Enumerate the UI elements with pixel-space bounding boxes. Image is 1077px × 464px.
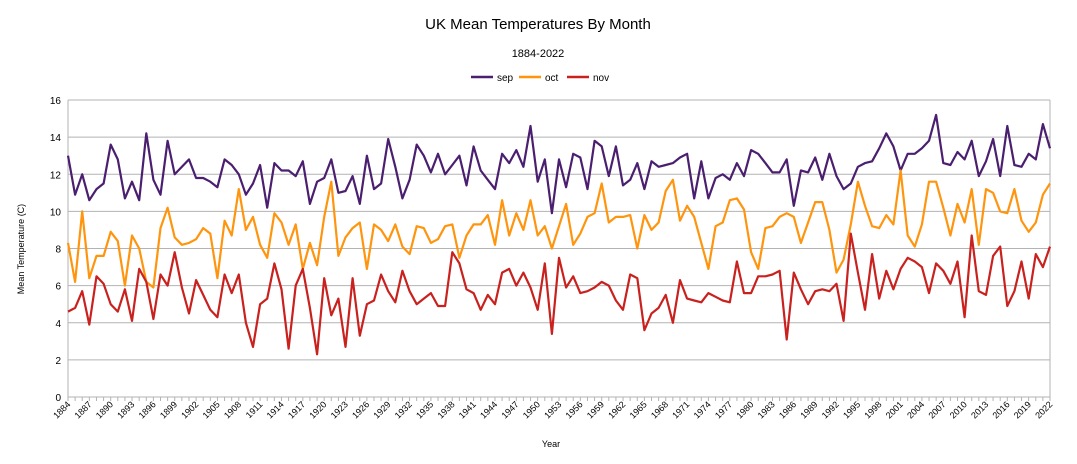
x-tick-label: 2010 — [948, 399, 969, 420]
x-tick-label: 2022 — [1033, 399, 1054, 420]
x-tick-label: 1917 — [286, 399, 307, 420]
x-tick-label: 2007 — [926, 399, 947, 420]
x-tick-label: 1899 — [158, 399, 179, 420]
x-tick-label: 1938 — [435, 399, 456, 420]
x-tick-label: 1995 — [841, 399, 862, 420]
x-tick-label: 1935 — [414, 399, 435, 420]
x-tick-label: 1989 — [798, 399, 819, 420]
gridlines — [68, 99, 1050, 398]
x-tick-label: 1962 — [606, 399, 627, 420]
x-tick-label: 1908 — [222, 399, 243, 420]
x-tick-label: 1920 — [307, 399, 328, 420]
x-tick-label: 2019 — [1012, 399, 1033, 420]
x-tick-label: 1941 — [457, 399, 478, 420]
y-tick-label: 0 — [55, 393, 61, 404]
x-tick-label: 1890 — [94, 399, 115, 420]
x-tick-label: 1956 — [564, 399, 585, 420]
legend-label-oct: oct — [545, 73, 559, 84]
x-tick-label: 2004 — [905, 399, 926, 420]
x-tick-label: 2001 — [884, 399, 905, 420]
y-tick-label: 16 — [50, 96, 62, 107]
x-tick-label: 1905 — [201, 399, 222, 420]
x-tick-label: 1992 — [820, 399, 841, 420]
series-lines — [66, 113, 1052, 356]
x-tick-label: 1968 — [649, 399, 670, 420]
legend-label-sep: sep — [497, 73, 514, 84]
y-tick-label: 10 — [50, 207, 62, 218]
x-tick-label: 1953 — [542, 399, 563, 420]
chart-title: UK Mean Temperatures By Month — [425, 16, 651, 33]
x-axis-title: Year — [542, 439, 560, 449]
x-tick-label: 1998 — [862, 399, 883, 420]
x-tick-label: 1980 — [734, 399, 755, 420]
x-tick-label: 1986 — [777, 399, 798, 420]
x-tick-label: 1959 — [585, 399, 606, 420]
chart-subtitle: 1884-2022 — [512, 48, 565, 60]
x-tick-label: 1977 — [713, 399, 734, 420]
y-tick-label: 8 — [55, 245, 61, 256]
series-line-nov — [67, 232, 1052, 356]
x-tick-label: 2016 — [990, 399, 1011, 420]
y-tick-label: 14 — [50, 133, 62, 144]
x-tick-label: 1950 — [521, 399, 542, 420]
y-tick-label: 12 — [50, 170, 62, 181]
legend: sep oct nov — [471, 73, 609, 84]
x-tick-label: 1932 — [393, 399, 414, 420]
x-tick-label: 1944 — [478, 399, 499, 420]
x-tick-label: 1896 — [137, 399, 158, 420]
x-tick-label: 1911 — [244, 399, 265, 420]
x-tick-label: 1947 — [499, 399, 520, 420]
y-axis-title: Mean Temperature (C) — [16, 204, 26, 294]
y-tick-label: 6 — [55, 282, 61, 293]
y-tick-label: 4 — [55, 319, 61, 330]
x-tick-label: 1884 — [51, 399, 72, 420]
series-line-oct — [66, 169, 1051, 289]
x-tick-label: 1965 — [628, 399, 649, 420]
x-tick-label: 2013 — [969, 399, 990, 420]
x-tick-label: 1887 — [73, 399, 94, 420]
x-tick-label: 1902 — [179, 399, 200, 420]
x-tick-label: 1983 — [756, 399, 777, 420]
x-tick-label: 1923 — [329, 399, 350, 420]
x-tick-label: 1926 — [350, 399, 371, 420]
y-tick-label: 2 — [55, 356, 61, 367]
x-tick-label: 1971 — [670, 399, 691, 420]
x-tick-label: 1914 — [265, 399, 286, 420]
series-line-sep — [66, 113, 1052, 215]
legend-label-nov: nov — [593, 73, 609, 84]
x-tick-label: 1974 — [692, 399, 713, 420]
x-tick-label: 1893 — [115, 399, 136, 420]
x-tick-label: 1929 — [371, 399, 392, 420]
